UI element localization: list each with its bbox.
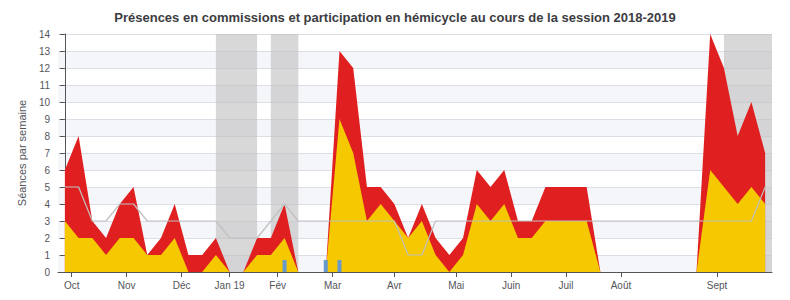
svg-text:11: 11 xyxy=(40,80,51,91)
svg-text:Présences en commissions et pa: Présences en commissions et participatio… xyxy=(114,10,675,25)
svg-text:Déc: Déc xyxy=(173,280,191,291)
svg-text:7: 7 xyxy=(44,148,50,159)
svg-text:4: 4 xyxy=(44,199,50,210)
svg-text:5: 5 xyxy=(44,182,50,193)
svg-text:Oct: Oct xyxy=(64,280,80,291)
svg-text:Sept: Sept xyxy=(707,280,728,291)
svg-text:1: 1 xyxy=(44,250,50,261)
svg-text:Séances par semaine: Séances par semaine xyxy=(16,100,28,206)
svg-text:Nov: Nov xyxy=(118,280,136,291)
svg-text:12: 12 xyxy=(39,63,51,74)
svg-text:Juin: Juin xyxy=(502,280,520,291)
svg-text:Jan 19: Jan 19 xyxy=(215,280,245,291)
svg-text:Mai: Mai xyxy=(448,280,464,291)
svg-text:Mar: Mar xyxy=(324,280,342,291)
svg-text:13: 13 xyxy=(39,46,51,57)
svg-text:14: 14 xyxy=(39,29,51,40)
svg-text:Juil: Juil xyxy=(559,280,574,291)
svg-text:2: 2 xyxy=(44,233,50,244)
svg-text:Fév: Fév xyxy=(269,280,286,291)
svg-text:0: 0 xyxy=(44,267,50,278)
svg-text:8: 8 xyxy=(44,131,50,142)
svg-text:Août: Août xyxy=(611,280,632,291)
svg-text:6: 6 xyxy=(44,165,50,176)
svg-text:3: 3 xyxy=(44,216,50,227)
svg-text:10: 10 xyxy=(39,97,51,108)
svg-text:Avr: Avr xyxy=(387,280,402,291)
svg-text:9: 9 xyxy=(44,114,50,125)
